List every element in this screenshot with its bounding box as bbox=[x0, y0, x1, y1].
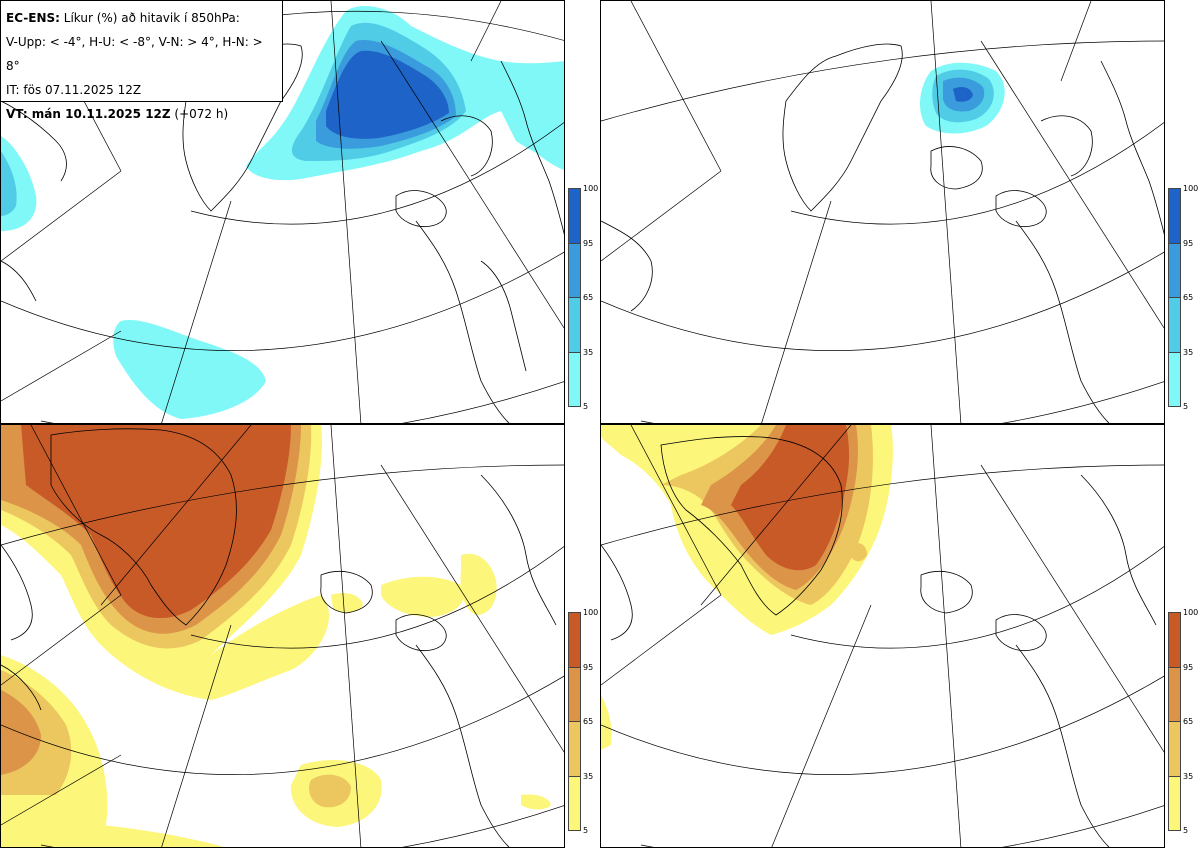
legend-valid-bold: VT: mán 10.11.2025 12Z bbox=[6, 107, 171, 121]
legend-valid-time: VT: mán 10.11.2025 12Z (+072 h) bbox=[6, 102, 277, 126]
colorbar-segment bbox=[568, 297, 581, 353]
colorbar-tick-label: 65 bbox=[583, 293, 594, 302]
map-warm-8 bbox=[601, 425, 1164, 847]
colorbar-tick-line bbox=[1168, 721, 1181, 722]
colorbar-tick-label: 100 bbox=[583, 184, 599, 193]
colorbar-tick-label: 100 bbox=[1183, 608, 1199, 617]
panel-cold-4: EC-ENS: Líkur (%) að hitavik í 850hPa: V… bbox=[0, 0, 565, 424]
probability-field bbox=[1, 425, 551, 847]
colorbar-tick-label: 100 bbox=[1183, 184, 1199, 193]
colorbar-tick-line bbox=[1168, 242, 1181, 244]
colorbar-segment bbox=[1168, 351, 1181, 407]
coastlines bbox=[601, 436, 1157, 847]
colorbar-tick-label: 65 bbox=[1183, 717, 1194, 726]
colorbar-tick-line bbox=[1168, 406, 1181, 407]
graticule bbox=[601, 1, 1164, 423]
colorbar-tick-label: 95 bbox=[1183, 238, 1194, 248]
colorbar-tick-line bbox=[568, 297, 581, 298]
colorbar-tick-line bbox=[568, 775, 581, 777]
colorbar-warm-bottom-right: 100 95 65 35 5 bbox=[1168, 608, 1200, 836]
colorbar-segment bbox=[568, 721, 581, 777]
colorbar-tick-line bbox=[568, 351, 581, 353]
colorbar-tick-line bbox=[1168, 297, 1181, 298]
panel-cold-8 bbox=[600, 0, 1165, 424]
legend-title-bold: EC-ENS: bbox=[6, 11, 60, 25]
colorbar-warm-bottom: 100 95 65 35 5 bbox=[568, 608, 602, 836]
legend-title-rest: Líkur (%) að hitavik í 850hPa: bbox=[59, 11, 240, 25]
colorbar-tick-label: 35 bbox=[1183, 347, 1194, 357]
colorbar-tick-label: 95 bbox=[583, 662, 594, 672]
colorbar-segment bbox=[1168, 242, 1181, 298]
colorbar-tick-label: 5 bbox=[1183, 402, 1189, 411]
colorbar-segment bbox=[568, 775, 581, 831]
colorbar-tick-line bbox=[1168, 775, 1181, 777]
map-cold-4 bbox=[1, 1, 564, 423]
graticule bbox=[601, 425, 1164, 847]
panel-warm-4 bbox=[0, 424, 565, 848]
colorbar-tick-line bbox=[568, 666, 581, 668]
colorbar-segment bbox=[568, 351, 581, 407]
legend-thresholds: V-Upp: < -4°, H-U: < -8°, V-N: > 4°, H-N… bbox=[6, 35, 263, 73]
colorbar-cold-top-right: 100 95 65 35 5 bbox=[1168, 184, 1200, 412]
colorbar-tick-line bbox=[1168, 612, 1181, 613]
colorbar-segment bbox=[568, 666, 581, 722]
probability-field bbox=[1, 6, 564, 419]
map-legend: EC-ENS: Líkur (%) að hitavik í 850hPa: V… bbox=[1, 1, 283, 121]
colorbar-tick-label: 95 bbox=[583, 238, 594, 248]
colorbar-cold-top: 100 95 65 35 5 bbox=[568, 184, 602, 412]
probability-field bbox=[601, 425, 893, 750]
colorbar-tick-label: 5 bbox=[583, 402, 589, 411]
map-cold-8 bbox=[601, 1, 1164, 423]
colorbar-tick-line bbox=[568, 721, 581, 722]
colorbar-tick-label: 35 bbox=[583, 347, 594, 357]
colorbar-segment bbox=[1168, 666, 1181, 722]
colorbar-segment bbox=[1168, 775, 1181, 831]
colorbar-tick-line bbox=[1168, 351, 1181, 353]
panel-warm-8 bbox=[600, 424, 1165, 848]
legend-initial-time: IT: fös 07.11.2025 12Z bbox=[6, 83, 142, 97]
colorbar-tick-line bbox=[568, 406, 581, 407]
colorbar-tick-label: 35 bbox=[1183, 771, 1194, 781]
colorbar-segment bbox=[568, 612, 581, 668]
colorbar-tick-line bbox=[568, 242, 581, 244]
colorbar-tick-label: 65 bbox=[1183, 293, 1194, 302]
colorbar-tick-label: 5 bbox=[1183, 826, 1189, 835]
probability-field bbox=[919, 62, 1005, 134]
coastlines bbox=[601, 43, 1164, 423]
legend-title: EC-ENS: Líkur (%) að hitavik í 850hPa: bbox=[6, 6, 277, 30]
colorbar-tick-line bbox=[568, 612, 581, 613]
colorbar-segment bbox=[1168, 721, 1181, 777]
colorbar-tick-label: 5 bbox=[583, 826, 589, 835]
colorbar-tick-line bbox=[568, 830, 581, 831]
colorbar-tick-line bbox=[1168, 830, 1181, 831]
colorbar-tick-label: 100 bbox=[583, 608, 599, 617]
colorbar-segment bbox=[1168, 297, 1181, 353]
legend-valid-rest: (+072 h) bbox=[170, 107, 229, 121]
colorbar-tick-label: 35 bbox=[583, 771, 594, 781]
colorbar-tick-label: 65 bbox=[583, 717, 594, 726]
map-warm-4 bbox=[1, 425, 564, 847]
coastlines bbox=[1, 428, 557, 847]
colorbar-tick-line bbox=[568, 188, 581, 189]
colorbar-segment bbox=[1168, 188, 1181, 244]
colorbar-tick-line bbox=[1168, 188, 1181, 189]
graticule bbox=[1, 425, 564, 847]
coastlines bbox=[1, 43, 564, 423]
colorbar-segment bbox=[568, 242, 581, 298]
colorbar-tick-label: 95 bbox=[1183, 662, 1194, 672]
colorbar-segment bbox=[568, 188, 581, 244]
colorbar-tick-line bbox=[1168, 666, 1181, 668]
colorbar-segment bbox=[1168, 612, 1181, 668]
